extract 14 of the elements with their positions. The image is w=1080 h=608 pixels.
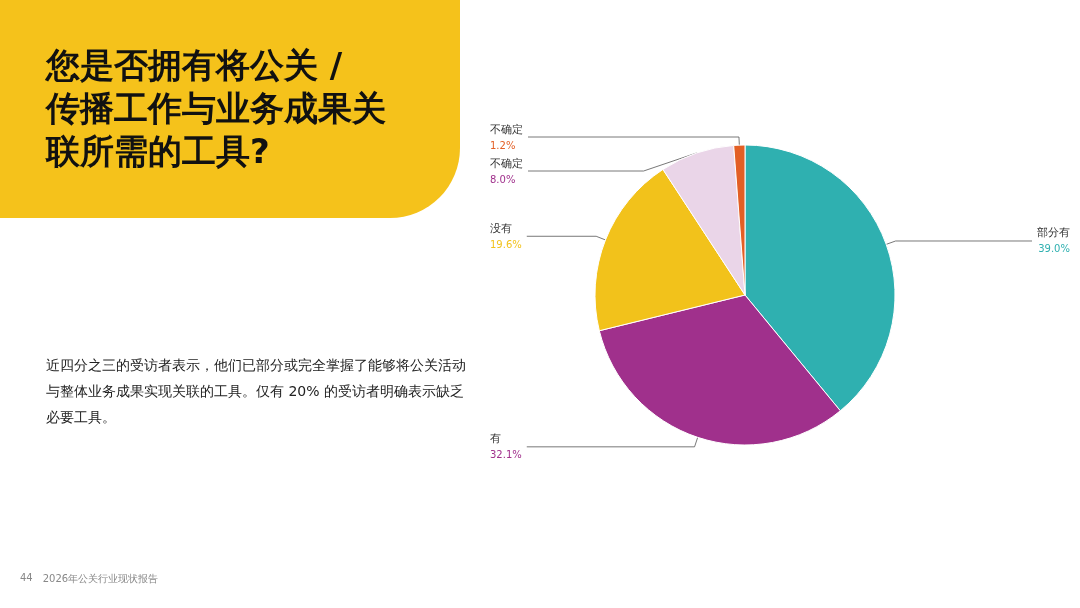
data-label: 8.0% — [490, 173, 516, 185]
slice-label: 没有 — [490, 221, 512, 235]
text: 您是否拥有将公关 / 传播工作与业务成果关联所需的工具? — [46, 44, 386, 173]
slice-label: 部分有 — [1037, 226, 1070, 240]
data-label: 1.2% — [490, 139, 516, 151]
text: 44 — [20, 572, 33, 585]
data-label: 19.6% — [490, 238, 522, 250]
text: 近四分之三的受访者表示，他们已部分或完全掌握了能够将公关活动与整体业务成果实现关联的工具。仅有 20% 的受访者明确表示缺乏必要工具。 — [46, 356, 466, 427]
text: 2026年公关行业现状报告 — [42, 572, 159, 586]
slice-label: 不确定 — [490, 122, 523, 136]
slice-label: 有 — [490, 432, 501, 446]
data-label: 39.0% — [1038, 243, 1070, 255]
data-label: 32.1% — [490, 449, 522, 461]
slice-label: 不确定 — [490, 156, 523, 170]
